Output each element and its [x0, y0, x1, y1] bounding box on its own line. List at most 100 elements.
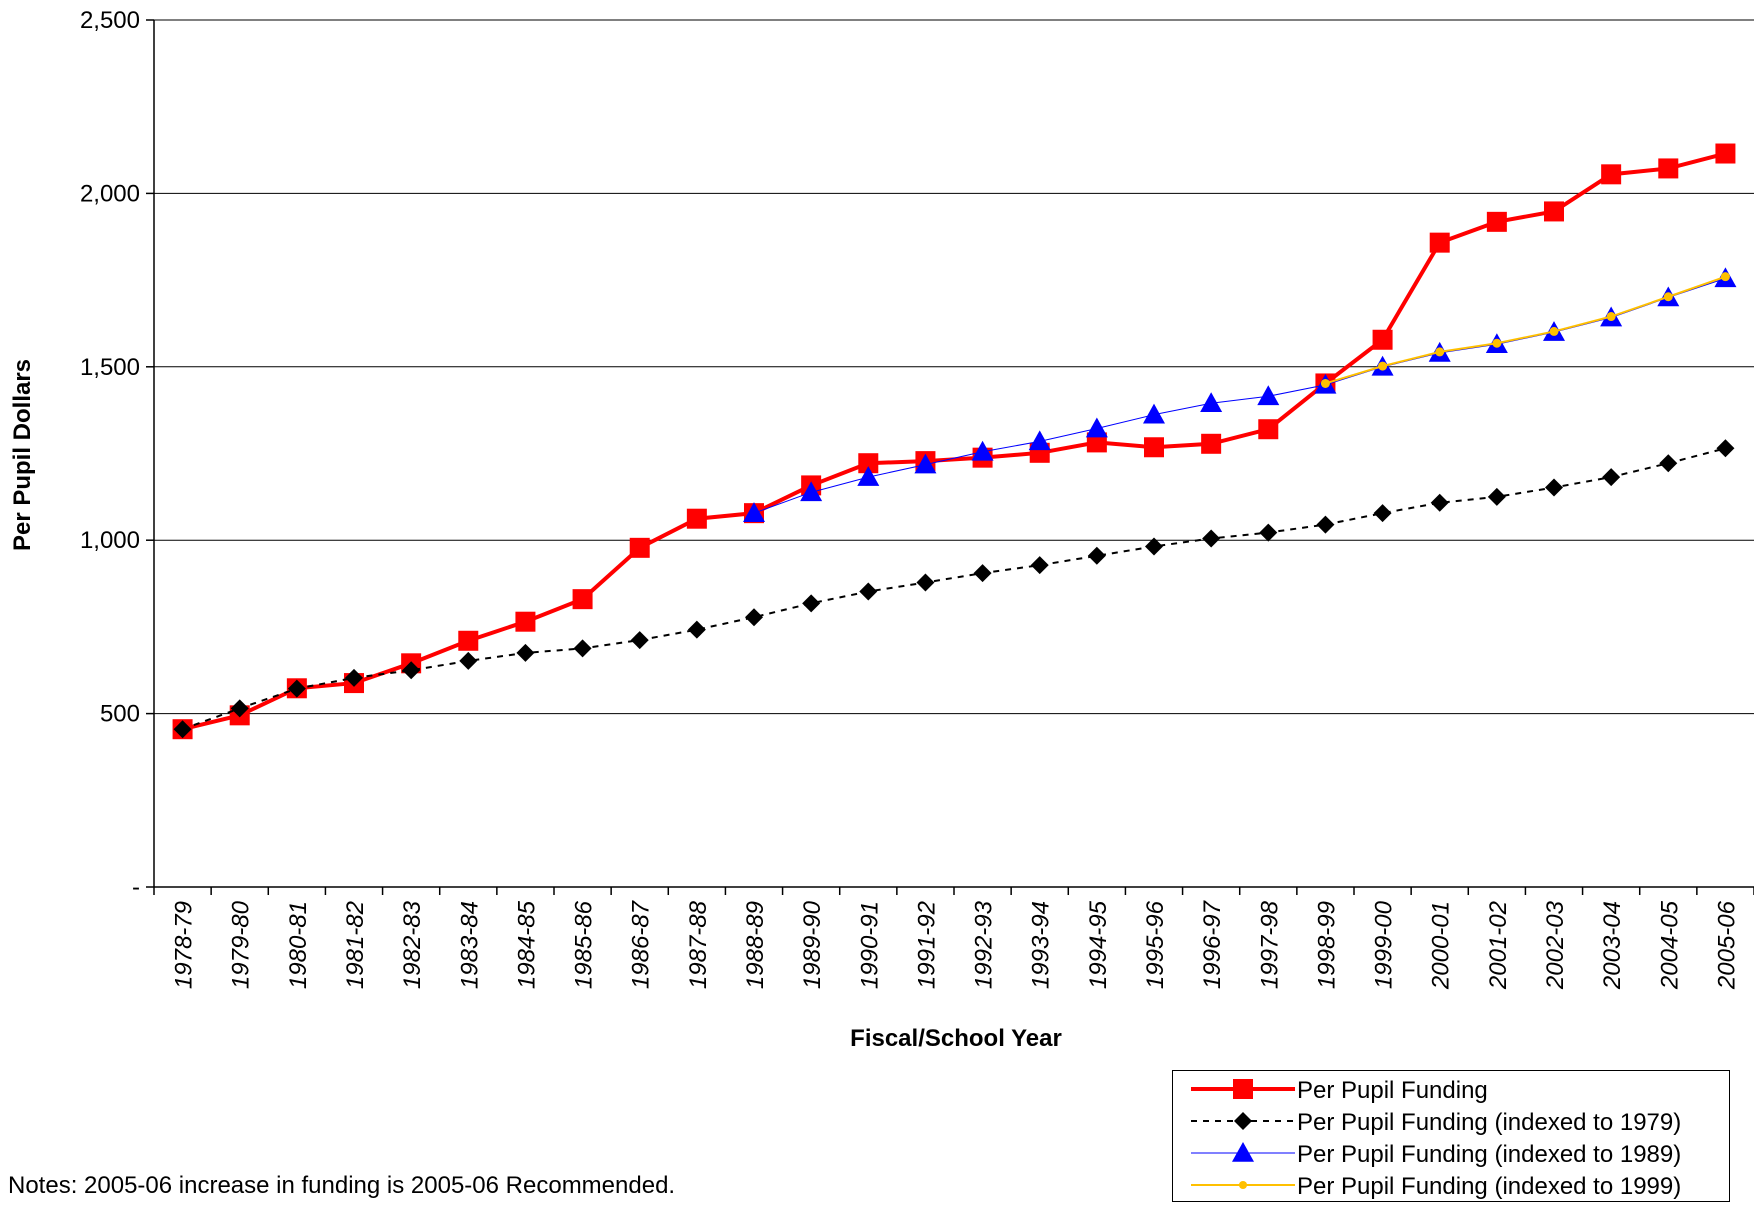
x-tick-label: 2004-05 [1656, 900, 1683, 990]
data-point [573, 639, 592, 658]
x-tick-label: 1978-79 [171, 901, 198, 989]
legend-swatch-indexed-1979 [1191, 1112, 1295, 1130]
x-tick-label: 1990-91 [856, 901, 883, 989]
data-point [1320, 378, 1330, 388]
data-point [629, 537, 650, 558]
data-point [1716, 439, 1735, 458]
x-tick-label: 2001-02 [1485, 901, 1512, 990]
data-point [1487, 487, 1506, 506]
data-point [743, 502, 765, 522]
series-line [182, 447, 1726, 731]
data-point [1232, 1142, 1254, 1162]
data-point [1028, 430, 1051, 451]
legend-label: Per Pupil Funding (indexed to 1989) [1297, 1141, 1682, 1168]
x-tick-label: 1992-93 [971, 900, 998, 989]
series-group [172, 143, 1737, 740]
data-point [1030, 556, 1049, 575]
x-tick-label: 1991-92 [913, 901, 940, 989]
legend-item: Per Pupil Funding (indexed to 1989) [1173, 1137, 1729, 1170]
data-point [1143, 403, 1165, 424]
x-tick-label: 1983-84 [456, 901, 483, 989]
data-point [1257, 385, 1280, 406]
data-point [1658, 158, 1679, 179]
data-point [973, 564, 992, 583]
x-tick-label: 1987-88 [685, 900, 712, 989]
x-tick-label: 1981-82 [342, 901, 369, 989]
data-point [173, 720, 192, 739]
data-point [1258, 419, 1279, 440]
data-point [1259, 523, 1278, 542]
data-point [1601, 164, 1622, 185]
data-point [802, 594, 821, 613]
data-point [1715, 143, 1736, 164]
legend: Per Pupil Funding Per Pupil Funding (ind… [1172, 1070, 1730, 1202]
x-axis-label: Fiscal/School Year [850, 1025, 1062, 1052]
data-point [1435, 347, 1445, 357]
x-tick-label: 1998-99 [1313, 901, 1340, 989]
x-tick-label: 2005-06 [1713, 900, 1740, 990]
data-point [1202, 529, 1221, 548]
x-tick-label: 2002-03 [1542, 900, 1569, 990]
data-point [516, 643, 535, 662]
data-point [858, 453, 879, 474]
x-tick-label: 1989-90 [799, 900, 826, 989]
x-tick-label: 1979-80 [228, 900, 255, 989]
data-point [1200, 392, 1223, 413]
x-tick-label: 2003-04 [1599, 901, 1626, 990]
x-tick-label: 1980-81 [285, 901, 312, 989]
y-tick-label: 2,500 [80, 7, 140, 34]
x-tick-label: 1985-86 [571, 900, 598, 989]
x-tick-label: 1994-95 [1085, 900, 1112, 989]
legend-label: Per Pupil Funding (indexed to 1979) [1297, 1109, 1682, 1136]
data-point [1492, 338, 1502, 348]
notes-text: Notes: 2005-06 increase in funding is 20… [8, 1172, 676, 1199]
data-point [686, 508, 707, 529]
legend-item: Per Pupil Funding [1173, 1073, 1729, 1106]
data-point [458, 630, 479, 651]
data-point [1145, 537, 1163, 556]
data-point [1378, 361, 1388, 371]
x-tick-labels: 1978-79 1979-80 1980-81 1981-82 1982-83 1983-… [171, 899, 1741, 990]
data-point [1486, 211, 1507, 232]
axes [146, 19, 1754, 895]
data-point [572, 589, 593, 610]
data-point [745, 608, 763, 627]
data-point [800, 481, 823, 502]
data-point [1233, 1079, 1253, 1099]
data-point [630, 631, 649, 650]
data-point [1316, 515, 1335, 534]
legend-swatch-funding [1191, 1079, 1295, 1099]
series-line [753, 277, 1726, 514]
legend-item: Per Pupil Funding (indexed to 1979) [1173, 1105, 1729, 1138]
series-line [1325, 275, 1726, 385]
data-point [1549, 326, 1559, 336]
legend-swatch-indexed-1989 [1191, 1142, 1295, 1162]
series-2 [173, 439, 1735, 739]
legend-label: Per Pupil Funding [1297, 1077, 1488, 1104]
x-tick-label: 1996-97 [1199, 899, 1226, 989]
data-point [1544, 201, 1564, 222]
x-tick-label: 1993-94 [1028, 901, 1055, 989]
data-point [1238, 1180, 1248, 1190]
data-point [1372, 329, 1393, 350]
data-point [914, 453, 937, 474]
x-tick-label: 2000-01 [1428, 901, 1455, 990]
data-point [1087, 546, 1106, 565]
data-point [1429, 232, 1450, 253]
data-point [1430, 493, 1449, 512]
x-tick-label: 1984-85 [513, 900, 540, 989]
data-point [916, 573, 935, 592]
y-tick-label: 1,000 [80, 527, 140, 554]
x-tick-label: 1986-87 [628, 899, 655, 989]
data-point [687, 620, 706, 639]
y-tick-label: - [132, 874, 140, 901]
data-point [1201, 433, 1222, 454]
data-point [859, 582, 878, 601]
legend-label: Per Pupil Funding (indexed to 1999) [1297, 1173, 1682, 1200]
data-point [459, 651, 478, 670]
series-1 [172, 143, 1736, 740]
data-point [230, 699, 249, 718]
data-point [345, 668, 363, 687]
y-tick-label: 1,500 [80, 354, 140, 381]
data-point [1086, 432, 1107, 453]
